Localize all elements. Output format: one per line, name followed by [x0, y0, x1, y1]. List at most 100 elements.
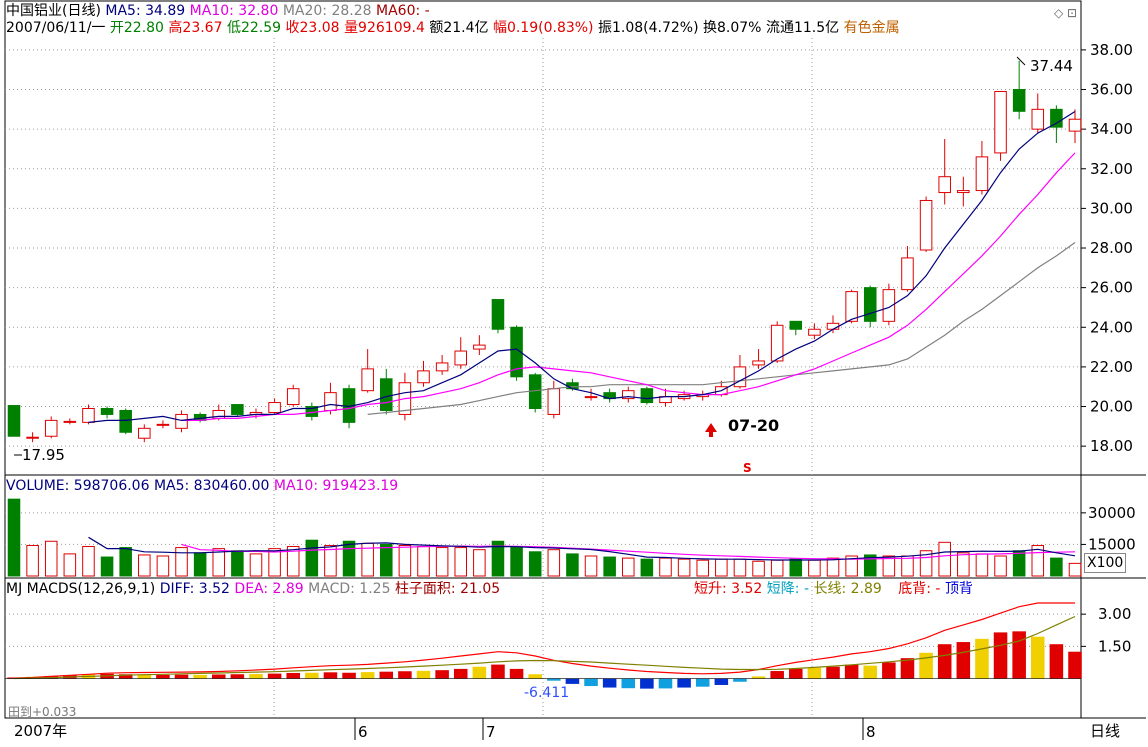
candle-body [63, 420, 77, 423]
macd-bar [789, 668, 803, 679]
macd-bar [174, 674, 189, 679]
macd-name: MJ MACDS(12,26,9,1) [6, 581, 156, 597]
macd-diff-line [13, 602, 1075, 679]
price-tick-label: 36.00 [1090, 81, 1133, 99]
candle-body [789, 320, 803, 330]
macd-bar [249, 674, 263, 679]
macd-bar [733, 678, 747, 682]
price-tick-label: 30.00 [1090, 199, 1133, 217]
candle-body [119, 409, 132, 433]
macd-bar [435, 670, 449, 679]
candle-body [994, 90, 1007, 154]
volume-bar [603, 556, 616, 577]
macd-bar [211, 674, 226, 679]
macd-bar [863, 665, 878, 679]
volume-scale-button[interactable]: X100 [1084, 553, 1127, 573]
price-tick-label: 32.00 [1090, 160, 1133, 178]
macd-bar [844, 664, 859, 679]
macd-bar [1031, 636, 1045, 679]
low-value: 低22.59 [226, 20, 282, 36]
macd-bar [472, 666, 487, 679]
candle-body [417, 370, 430, 384]
stock-name: 中国铝业(日线) [6, 3, 101, 19]
candle-body [938, 176, 951, 194]
ma5-value: MA5: 34.89 [105, 3, 186, 19]
candle-body [231, 404, 244, 415]
amount-value: 额21.4亿 [429, 20, 489, 36]
macd-bar [156, 674, 170, 679]
macd-bar [453, 668, 468, 679]
high-value: 高23.67 [168, 20, 223, 36]
period-button[interactable]: 日线 [1090, 722, 1121, 740]
volume-bar [324, 544, 337, 577]
candle-body [901, 257, 914, 291]
macd-bar [305, 672, 319, 679]
year-label: 2007年 [14, 722, 68, 740]
price-tick-label: 38.00 [1090, 41, 1133, 59]
candle-body [100, 408, 114, 415]
candle-body [1050, 108, 1063, 128]
close-value: 收23.08 [285, 20, 340, 36]
macd-bar [882, 662, 896, 679]
volume-bar [175, 547, 188, 577]
volume-bar [863, 554, 877, 577]
macd-bar [993, 632, 1008, 679]
macd-bar [770, 671, 784, 679]
volume-bar [454, 547, 468, 577]
candle-body [975, 156, 989, 192]
volume-bar [752, 560, 765, 577]
candle-body [882, 289, 896, 322]
volume-bar [547, 549, 561, 577]
volume-bar [919, 550, 933, 577]
macd-bar [528, 674, 542, 679]
month-label: 6 [358, 723, 368, 741]
volume-bar [156, 555, 170, 577]
volume-bar [510, 547, 523, 577]
volume-bar [938, 541, 951, 577]
candle-body [473, 344, 486, 350]
macd-bar [584, 678, 598, 687]
turnover-value: 换8.07% [703, 20, 762, 36]
sector-value: 有色金属 [843, 20, 900, 36]
candle-body [640, 388, 654, 404]
volume-ma5: MA5: 830460.00 [153, 478, 270, 494]
macd-bar [342, 672, 356, 679]
candle-body [454, 350, 468, 366]
volume-bar [26, 544, 39, 577]
candle-body [82, 408, 95, 423]
candle-body [733, 366, 747, 388]
s-marker: S [743, 461, 752, 475]
macd-top-div: 顶背 [944, 581, 973, 597]
macd-dea-line [13, 615, 1076, 680]
volume-tick-label: 15000 [1088, 535, 1136, 553]
candle-body [621, 390, 635, 400]
macd-bar [398, 671, 412, 679]
candle-body [845, 291, 858, 322]
volume-bar [696, 559, 709, 577]
macd-bar [1012, 631, 1026, 679]
volume-tick-label: 30000 [1088, 504, 1136, 522]
macd-diff: DIFF: 3.52 [159, 581, 230, 597]
bar-date: 2007/06/11/一 [6, 20, 106, 36]
macd-bar [621, 678, 636, 689]
volume-bar [138, 554, 151, 577]
price-tick-label: 26.00 [1090, 279, 1133, 297]
volume-ma5-line [88, 536, 1076, 561]
macd-bar [267, 673, 282, 679]
window-icons[interactable]: ◇ ⊡ [1054, 6, 1078, 20]
ma60-value: MA60: - [376, 3, 430, 19]
volume-bar [119, 547, 132, 577]
volume-bar [1068, 562, 1082, 577]
macd-tick-label: 3.00 [1098, 605, 1131, 623]
candle-body [324, 392, 337, 411]
volume-bar [398, 544, 412, 577]
macd-bar [193, 674, 207, 679]
price-tick-label: 22.00 [1090, 358, 1133, 376]
ma20-value: MA20: 28.28 [282, 3, 372, 19]
volume-bar [584, 555, 598, 577]
candle-body [826, 322, 840, 330]
volume-bar [82, 546, 95, 577]
volume-bar [342, 540, 356, 577]
